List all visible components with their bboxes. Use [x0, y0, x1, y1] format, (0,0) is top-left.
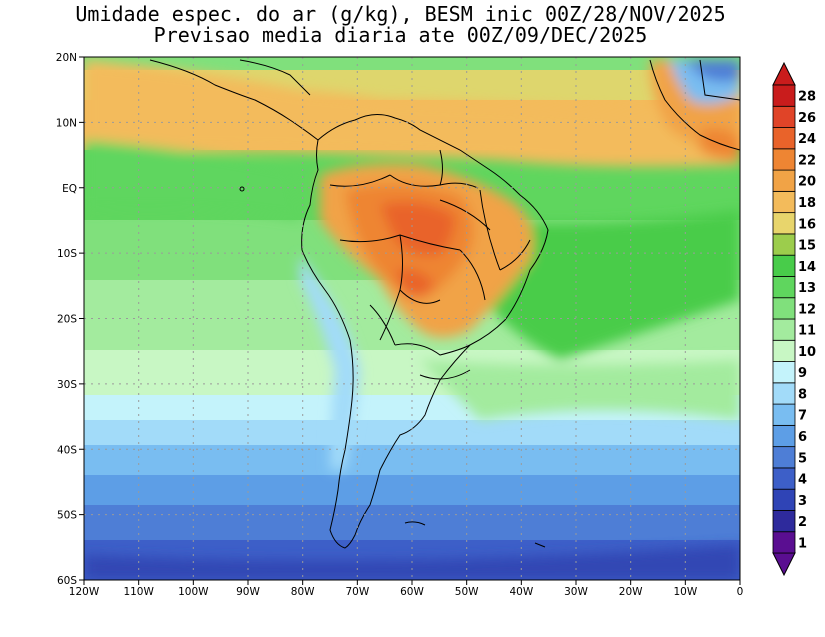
colorbar-segment	[772, 212, 796, 235]
colorbar-label: 12	[798, 302, 816, 317]
colorbar-label: 15	[798, 239, 816, 254]
colorbar-label: 13	[798, 281, 816, 296]
colorbar-max-arrow	[772, 61, 796, 86]
colorbar-segment	[772, 510, 796, 533]
colorbar-label: 14	[798, 260, 816, 275]
colorbar-segment	[772, 276, 796, 299]
colorbar-label: 5	[798, 451, 807, 466]
colorbar-segment	[772, 148, 796, 171]
colorbar-label: 4	[798, 473, 807, 488]
lat-tick-label: 30S	[57, 379, 77, 391]
lon-tick-label: 110W	[123, 586, 154, 598]
colorbar-segment	[772, 531, 796, 554]
colorbar-segment	[772, 446, 796, 469]
lon-tick-label: 0	[737, 586, 744, 598]
lat-tick-label: 60S	[57, 575, 77, 587]
colorbar-segment	[772, 105, 796, 128]
colorbar-label: 20	[798, 175, 816, 190]
colorbar-label: 3	[798, 494, 807, 509]
longitude-axis: 120W 110W 100W 90W 80W 70W 60W 50W 40W 30W 20W 10W 0	[69, 580, 744, 598]
colorbar-segment	[772, 254, 796, 277]
colorbar-label: 7	[798, 409, 807, 424]
lat-tick-label: 10S	[57, 248, 77, 260]
colorbar-segment	[772, 169, 796, 192]
colorbar-min-arrow	[772, 552, 796, 577]
colorbar-label: 1	[798, 536, 807, 551]
lat-tick-label: 20S	[57, 314, 77, 326]
colorbar-label: 22	[798, 153, 816, 168]
colorbar-segment	[772, 84, 796, 107]
colorbar-label: 9	[798, 366, 807, 381]
colorbar-segment	[772, 190, 796, 214]
lon-tick-label: 80W	[291, 586, 315, 598]
lat-tick-label: EQ	[62, 183, 77, 195]
colorbar-segment	[772, 297, 796, 320]
lon-tick-label: 50W	[455, 586, 479, 598]
colorbar-label: 26	[798, 111, 816, 126]
colorbar-segment	[772, 382, 796, 405]
colorbar-label: 10	[798, 345, 816, 360]
colorbar-label: 28	[798, 90, 816, 105]
lon-tick-label: 100W	[178, 586, 209, 598]
lon-tick-label: 90W	[236, 586, 260, 598]
colorbar-label: 8	[798, 387, 807, 402]
colorbar-segment	[772, 488, 796, 511]
colorbar-segment	[772, 233, 796, 256]
colorbar-label: 2	[798, 515, 807, 530]
colorbar-segment	[772, 424, 796, 448]
lon-tick-label: 60W	[400, 586, 424, 598]
colorbar-segment	[772, 467, 796, 490]
colorbar-label: 24	[798, 132, 816, 147]
colorbar-label: 11	[798, 324, 816, 339]
colorbar-segment	[772, 318, 796, 341]
colorbar-segment	[772, 403, 796, 426]
humidity-field	[84, 57, 740, 580]
coastlines	[149, 59, 740, 549]
latitude-axis: 20N 10N EQ 10S 20S 30S 40S 50S 60S	[56, 52, 84, 587]
lon-tick-label: 70W	[345, 586, 369, 598]
lon-tick-label: 40W	[509, 586, 533, 598]
colorbar-label: 6	[798, 430, 807, 445]
map-title-line-2: Previsao media diaria ate 00Z/09/DEC/202…	[153, 23, 648, 47]
gridlines	[84, 57, 740, 580]
colorbar-label: 16	[798, 217, 816, 232]
lon-tick-label: 30W	[564, 586, 588, 598]
colorbar-segment	[772, 361, 796, 384]
lat-tick-label: 20N	[56, 52, 77, 64]
lon-tick-label: 20W	[619, 586, 643, 598]
lon-tick-label: 120W	[69, 586, 100, 598]
colorbar-segment	[772, 127, 796, 150]
lat-tick-label: 40S	[57, 444, 77, 456]
lon-tick-label: 10W	[673, 586, 697, 598]
lat-tick-label: 10N	[56, 117, 77, 129]
colorbar-label: 18	[798, 196, 816, 211]
colorbar-segment	[772, 339, 796, 362]
lat-tick-label: 50S	[57, 510, 77, 522]
map-title-line-1: Umidade espec. do ar (g/kg), BESM inic 0…	[75, 2, 726, 26]
